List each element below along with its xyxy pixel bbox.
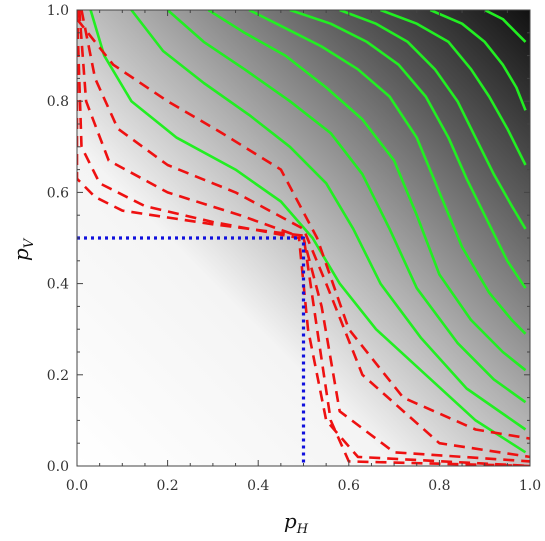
solid-contour-4: [248, 10, 527, 335]
y-tick-label: 0.8: [47, 94, 69, 110]
axis-ticks: [76, 9, 531, 467]
x-tick-label: 0.6: [338, 478, 360, 494]
y-tick-label: 0.0: [47, 459, 69, 475]
x-axis-label: pH: [284, 509, 309, 537]
dashed-contour-11: [77, 10, 530, 466]
x-tick-label: 1.0: [519, 478, 541, 494]
y-tick-label: 0.6: [47, 185, 69, 201]
x-tick-label: 0.2: [156, 478, 178, 494]
solid-contour-2: [166, 10, 527, 404]
contour-lines: [77, 10, 530, 466]
x-tick-label: 0.4: [247, 478, 269, 494]
y-axis-label-sub: V: [22, 237, 37, 248]
dashed-contour-14: [77, 18, 530, 440]
y-tick-label: 0.4: [47, 277, 69, 293]
solid-contour-9: [484, 10, 527, 43]
dashed-contour-13: [80, 10, 530, 459]
x-axis-label-sub: H: [296, 522, 309, 537]
solid-contour-3: [207, 10, 527, 372]
y-tick-label: 1.0: [47, 3, 69, 19]
dotted-contour-15: [77, 236, 306, 466]
x-tick-label: 0.0: [66, 478, 88, 494]
solid-contour-0: [89, 10, 527, 454]
x-axis-label-base: p: [284, 509, 297, 533]
solid-contour-5: [289, 10, 527, 289]
solid-contour-6: [339, 10, 527, 230]
y-axis-label-base: p: [9, 248, 33, 261]
y-axis-label: pV: [9, 237, 37, 261]
solid-contour-1: [130, 10, 527, 431]
dashed-contour-12: [78, 10, 530, 463]
solid-contour-8: [429, 10, 527, 111]
solid-contour-7: [380, 10, 527, 166]
x-tick-label: 0.8: [428, 478, 450, 494]
y-tick-label: 0.2: [47, 368, 69, 384]
tick-labels: 0.0 0.2 0.4 0.6 0.8 1.0 0.0 0.2 0.4 0.6 0.8 1.0: [47, 3, 541, 494]
